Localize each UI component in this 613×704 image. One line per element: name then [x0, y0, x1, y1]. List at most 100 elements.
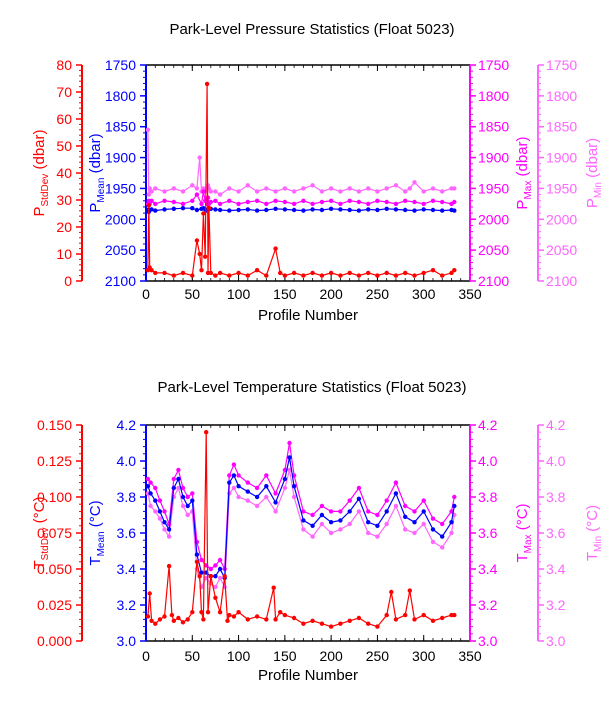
data-point	[231, 462, 237, 467]
y-axis-stddev: 0 10 20 30 40 50 60 70 80 PStdDev (dbar)	[31, 57, 83, 289]
data-point	[264, 484, 269, 489]
data-point	[190, 198, 195, 203]
data-point	[338, 273, 343, 278]
data-point	[157, 498, 163, 503]
data-point	[162, 614, 167, 619]
data-point	[452, 208, 457, 213]
series-max	[145, 189, 457, 207]
data-point	[328, 206, 334, 211]
data-point	[366, 621, 371, 626]
y-tick-label: 0.050	[37, 561, 72, 577]
x-tick-label: 200	[319, 286, 343, 302]
y-tick-label: 1950	[478, 180, 509, 196]
data-point	[440, 208, 445, 213]
data-point	[291, 484, 297, 489]
data-point	[338, 189, 343, 194]
data-point	[384, 270, 389, 276]
data-point	[153, 270, 158, 276]
data-point	[393, 503, 399, 509]
y-tick-label: 1900	[105, 150, 136, 166]
data-point	[273, 500, 278, 505]
data-point	[393, 480, 399, 485]
data-point	[310, 183, 315, 188]
data-point	[301, 527, 306, 532]
data-point	[452, 612, 457, 618]
data-point	[291, 207, 297, 213]
data-point	[375, 512, 380, 518]
y-tick-label: 80	[56, 57, 72, 73]
data-point	[412, 617, 417, 622]
data-point	[366, 509, 371, 514]
data-point	[217, 207, 223, 213]
y-tick-label: 2100	[105, 273, 136, 289]
data-point	[204, 81, 210, 87]
data-point	[245, 199, 250, 205]
data-point	[171, 199, 176, 205]
data-point	[356, 273, 362, 278]
y-tick-label: 40	[56, 165, 72, 181]
data-point	[440, 534, 445, 539]
data-point	[384, 612, 389, 618]
data-point	[166, 527, 172, 532]
data-point	[245, 498, 250, 503]
data-point	[282, 207, 288, 212]
data-point	[403, 514, 408, 519]
data-point	[180, 201, 186, 207]
data-point	[264, 186, 269, 191]
data-point	[310, 534, 315, 539]
series-min	[145, 127, 457, 197]
data-point	[291, 189, 297, 194]
data-point	[319, 273, 325, 278]
data-point	[375, 189, 380, 194]
data-point	[236, 494, 241, 500]
y-axis-label-stddev-sub: StdDev	[40, 528, 51, 561]
data-point	[403, 270, 408, 276]
data-point	[227, 480, 232, 485]
y-axis-mean: 2100 2050 2000 1950 1900 1850 1800 1750 PMean (d…	[87, 57, 147, 289]
series-line	[147, 442, 455, 572]
y-axis-label-max: PMax (dbar)	[514, 136, 534, 209]
data-point	[153, 485, 158, 491]
data-point	[254, 268, 260, 273]
y-axis-label-mean-sub: Mean	[96, 531, 107, 556]
y-axis-label-stddev-main: P	[31, 206, 48, 216]
series-stddev	[145, 430, 457, 629]
y-tick-label: 3.4	[478, 561, 498, 577]
data-point	[180, 620, 186, 625]
y-tick-label: 3.6	[546, 525, 566, 541]
data-point	[180, 503, 186, 509]
data-point	[452, 503, 457, 509]
data-point	[166, 563, 172, 569]
data-point	[208, 189, 213, 194]
data-point	[146, 203, 151, 208]
data-point	[366, 270, 371, 276]
data-point	[236, 270, 241, 276]
data-point	[213, 574, 218, 579]
data-point	[227, 186, 232, 191]
data-point	[194, 207, 200, 213]
y-tick-label: 3.8	[478, 489, 498, 505]
data-point	[149, 268, 154, 273]
data-point	[245, 489, 250, 494]
data-point	[245, 273, 250, 278]
y-tick-label: 1800	[546, 88, 577, 104]
data-point	[328, 198, 334, 203]
data-point	[245, 617, 250, 622]
data-point	[291, 270, 297, 276]
data-point	[347, 270, 352, 276]
data-point	[208, 199, 213, 205]
y-tick-label: 1950	[105, 180, 136, 196]
y-axis-label-max: TMax (°C)	[514, 503, 534, 562]
data-point	[162, 509, 167, 514]
y-tick-label: 1950	[546, 180, 577, 196]
data-point	[403, 503, 408, 509]
data-point	[384, 509, 389, 514]
data-point	[412, 509, 417, 514]
y-tick-label: 0.150	[37, 417, 72, 433]
data-point	[384, 206, 389, 211]
y-tick-label: 3.2	[478, 597, 498, 613]
x-tick-label: 100	[227, 286, 251, 302]
y-tick-label: 1800	[105, 88, 136, 104]
data-point	[319, 199, 325, 205]
y-tick-label: 0	[64, 273, 72, 289]
